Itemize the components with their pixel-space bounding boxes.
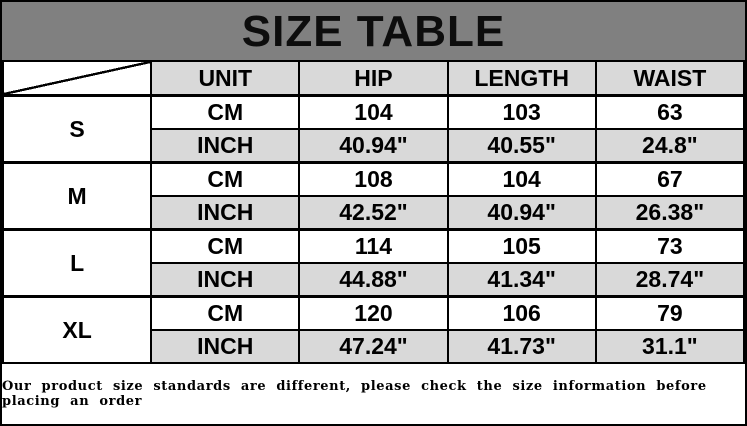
value-cell: 104 (298, 94, 449, 130)
footer-note-bar: Our product size standards are different… (2, 364, 745, 424)
size-table: UNIT HIP LENGTH WAIST S CM 104 103 63 IN… (1, 60, 746, 364)
value-cell: 42.52" (298, 195, 449, 231)
diagonal-corner-cell (1, 60, 153, 97)
unit-cell: INCH (150, 262, 301, 298)
unit-cell: CM (150, 295, 301, 331)
header-cell-waist: WAIST (594, 60, 746, 97)
value-cell: 67 (594, 161, 746, 197)
unit-cell: INCH (150, 195, 301, 231)
value-cell: 26.38" (594, 195, 746, 231)
value-cell: 47.24" (298, 329, 449, 364)
title-bar: SIZE TABLE (2, 2, 745, 60)
value-cell: 73 (594, 228, 746, 264)
value-cell: 31.1" (594, 329, 746, 364)
value-cell: 44.88" (298, 262, 449, 298)
size-label-xl: XL (1, 295, 153, 364)
value-cell: 40.94" (446, 195, 597, 231)
header-cell-unit: UNIT (150, 60, 301, 97)
value-cell: 79 (594, 295, 746, 331)
page-title: SIZE TABLE (241, 7, 506, 56)
table-row: M CM 108 104 67 (1, 161, 746, 231)
size-label-m: M (1, 161, 153, 231)
size-label-l: L (1, 228, 153, 298)
header-cell-hip: HIP (298, 60, 449, 97)
unit-cell: CM (150, 161, 301, 197)
value-cell: 40.55" (446, 128, 597, 164)
value-cell: 40.94" (298, 128, 449, 164)
value-cell: 28.74" (594, 262, 746, 298)
size-label-s: S (1, 94, 153, 164)
value-cell: 108 (298, 161, 449, 197)
table-row: INCH 47.24" 41.73" 31.1" (3, 329, 746, 364)
unit-cell: CM (150, 228, 301, 264)
value-cell: 106 (446, 295, 597, 331)
value-cell: 120 (298, 295, 449, 331)
value-cell: 63 (594, 94, 746, 130)
table-row: INCH 44.88" 41.34" 28.74" (3, 262, 746, 298)
table-row: XL CM 120 106 79 (1, 295, 746, 364)
table-row: INCH 40.94" 40.55" 24.8" (3, 128, 746, 164)
unit-cell: INCH (150, 128, 301, 164)
value-cell: 24.8" (594, 128, 746, 164)
value-cell: 104 (446, 161, 597, 197)
value-cell: 41.34" (446, 262, 597, 298)
value-cell: 103 (446, 94, 597, 130)
table-row: S CM 104 103 63 (1, 94, 746, 164)
table-row: L CM 114 105 73 (1, 228, 746, 298)
footer-note: Our product size standards are different… (2, 379, 707, 409)
header-cell-length: LENGTH (446, 60, 597, 97)
value-cell: 114 (298, 228, 449, 264)
value-cell: 41.73" (446, 329, 597, 364)
header-row: UNIT HIP LENGTH WAIST (1, 60, 746, 97)
unit-cell: CM (150, 94, 301, 130)
unit-cell: INCH (150, 329, 301, 364)
value-cell: 105 (446, 228, 597, 264)
table-row: INCH 42.52" 40.94" 26.38" (3, 195, 746, 231)
